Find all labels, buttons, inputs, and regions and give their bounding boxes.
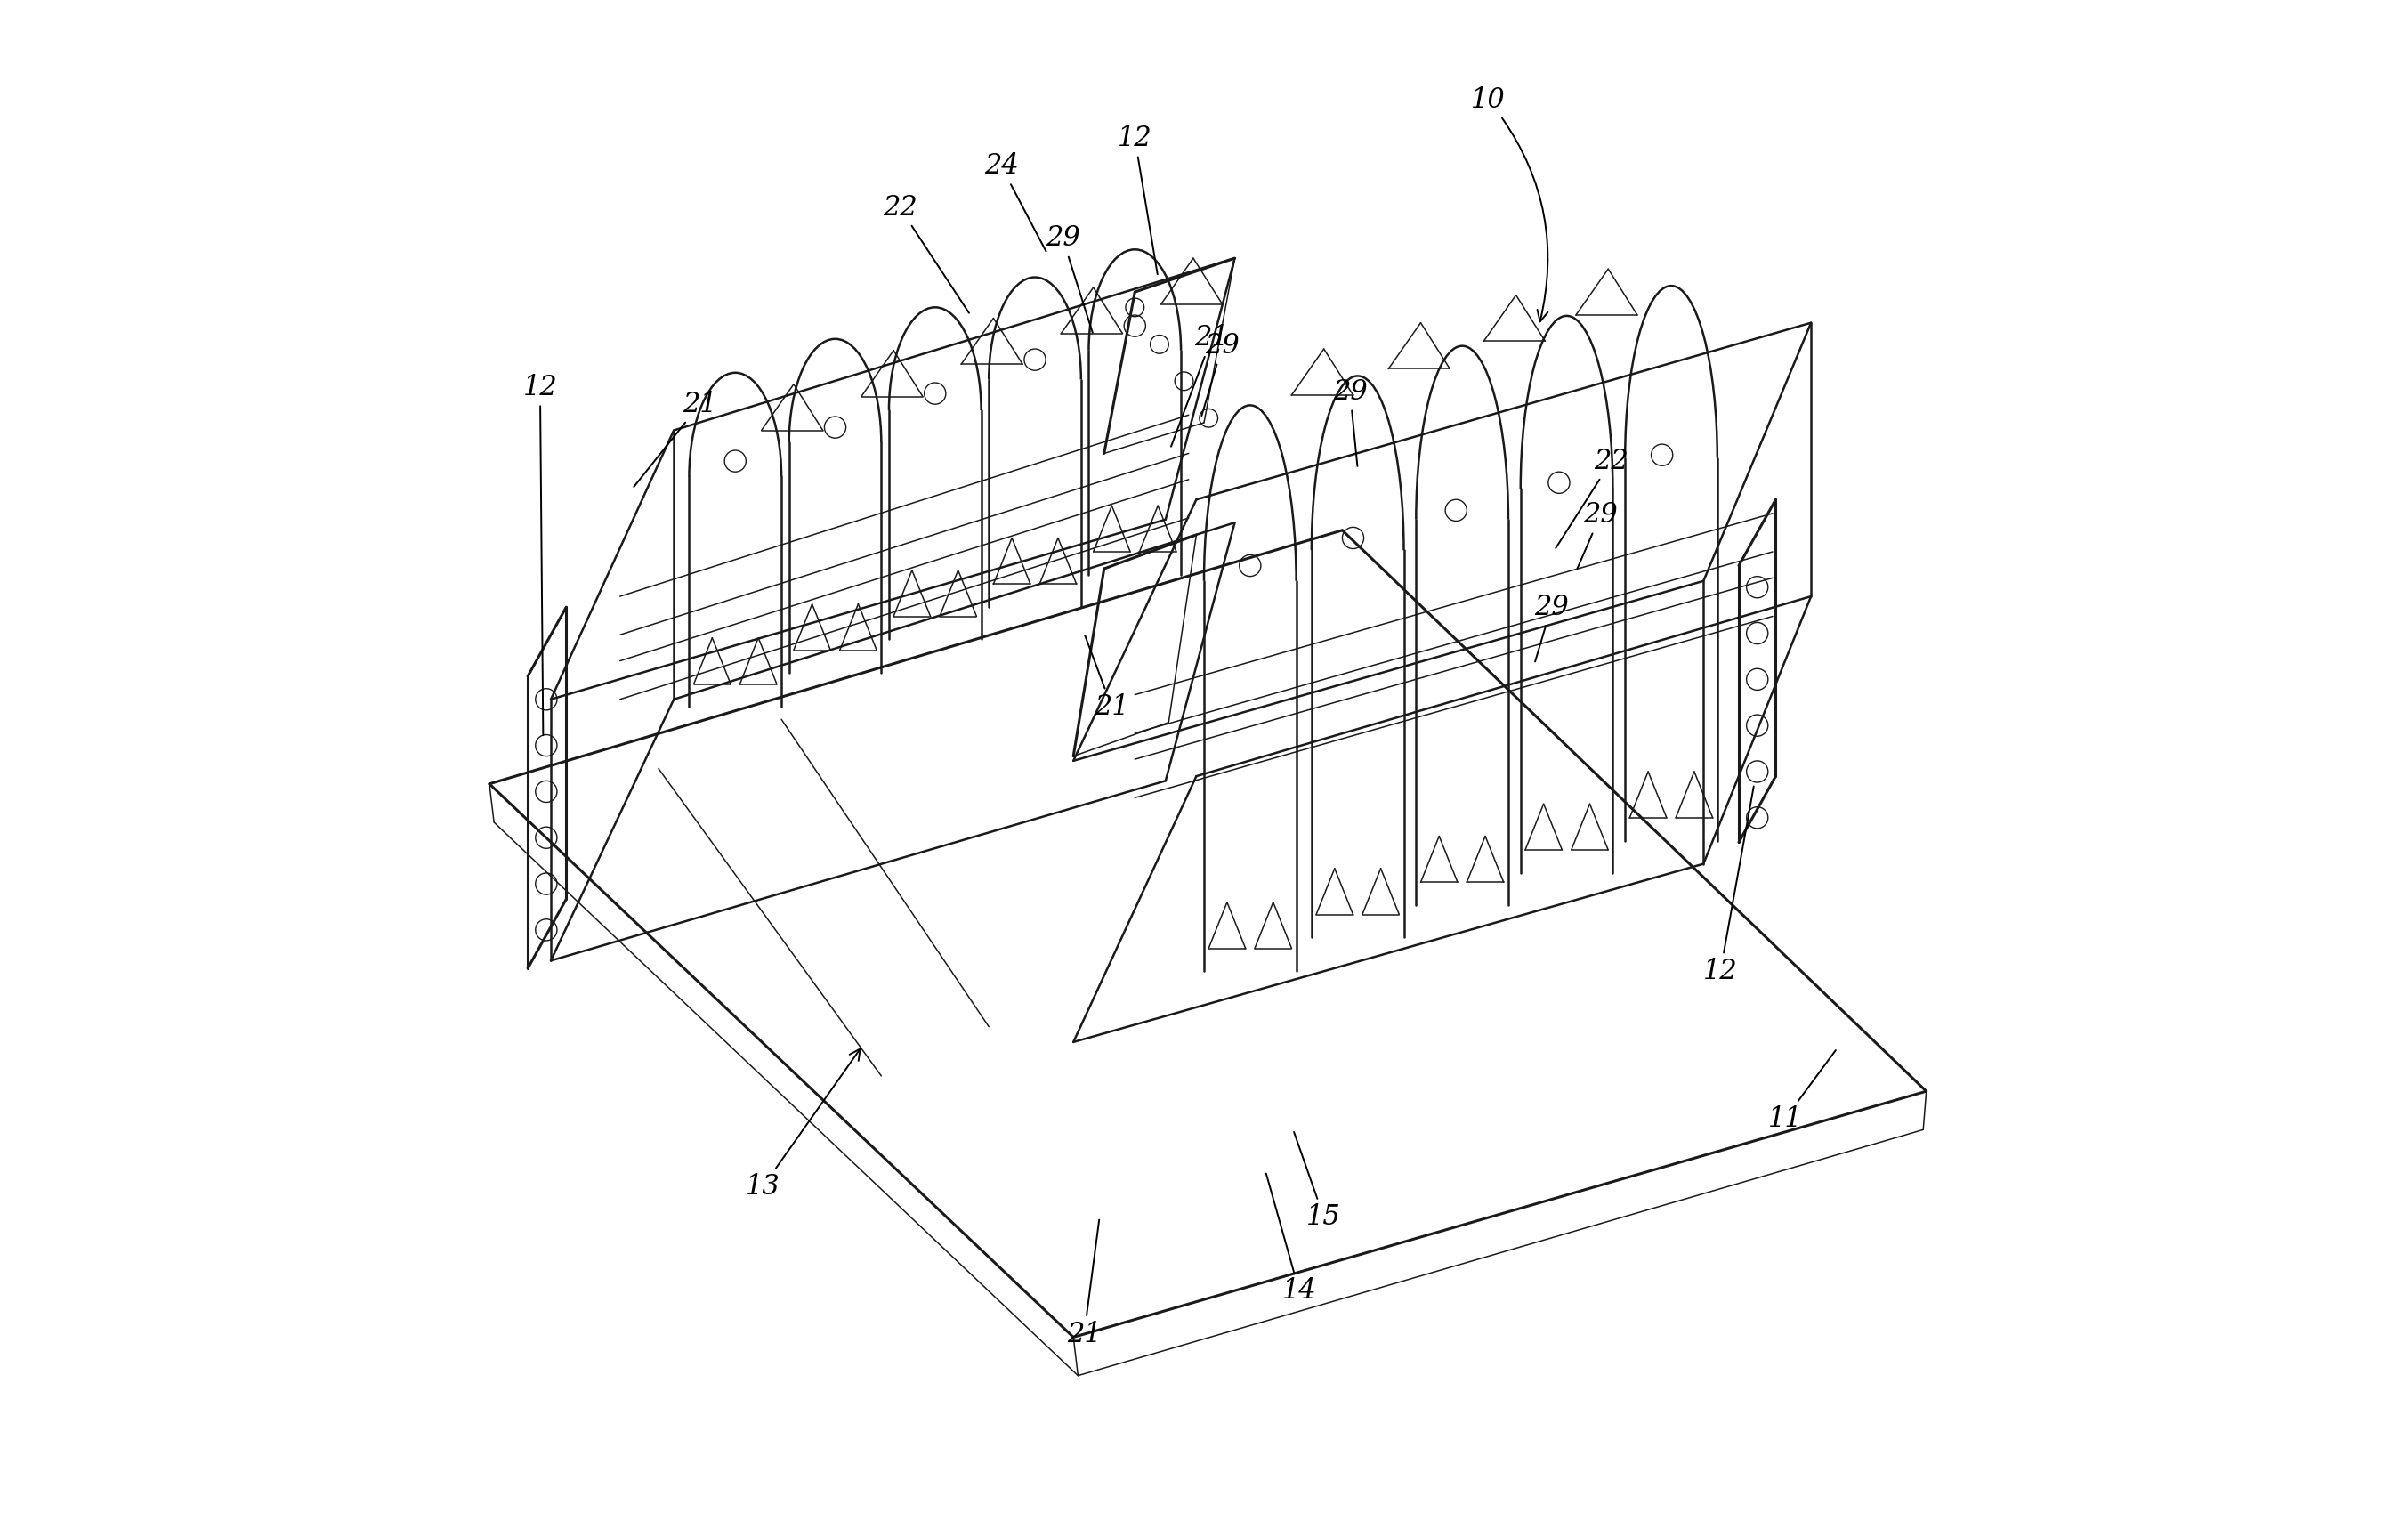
Text: 12: 12 (523, 373, 556, 735)
Text: 29: 29 (1577, 501, 1618, 570)
Text: 14: 14 (1267, 1174, 1317, 1305)
Text: 29: 29 (1332, 378, 1368, 466)
Text: 24: 24 (985, 152, 1045, 252)
Text: 21: 21 (633, 390, 718, 487)
Text: 22: 22 (881, 194, 968, 314)
Text: 13: 13 (746, 1048, 860, 1200)
Text: 21: 21 (1067, 1220, 1100, 1348)
Text: 29: 29 (1202, 332, 1240, 415)
Text: 29: 29 (1534, 593, 1568, 661)
Text: 29: 29 (1045, 224, 1093, 332)
Text: 10: 10 (1471, 86, 1548, 321)
Text: 21: 21 (1086, 636, 1129, 721)
Text: 12: 12 (1117, 124, 1158, 274)
Text: 15: 15 (1293, 1133, 1341, 1231)
Text: 21: 21 (1170, 324, 1228, 446)
Text: 11: 11 (1767, 1050, 1835, 1133)
Text: 22: 22 (1556, 447, 1628, 549)
Text: 12: 12 (1702, 787, 1753, 985)
